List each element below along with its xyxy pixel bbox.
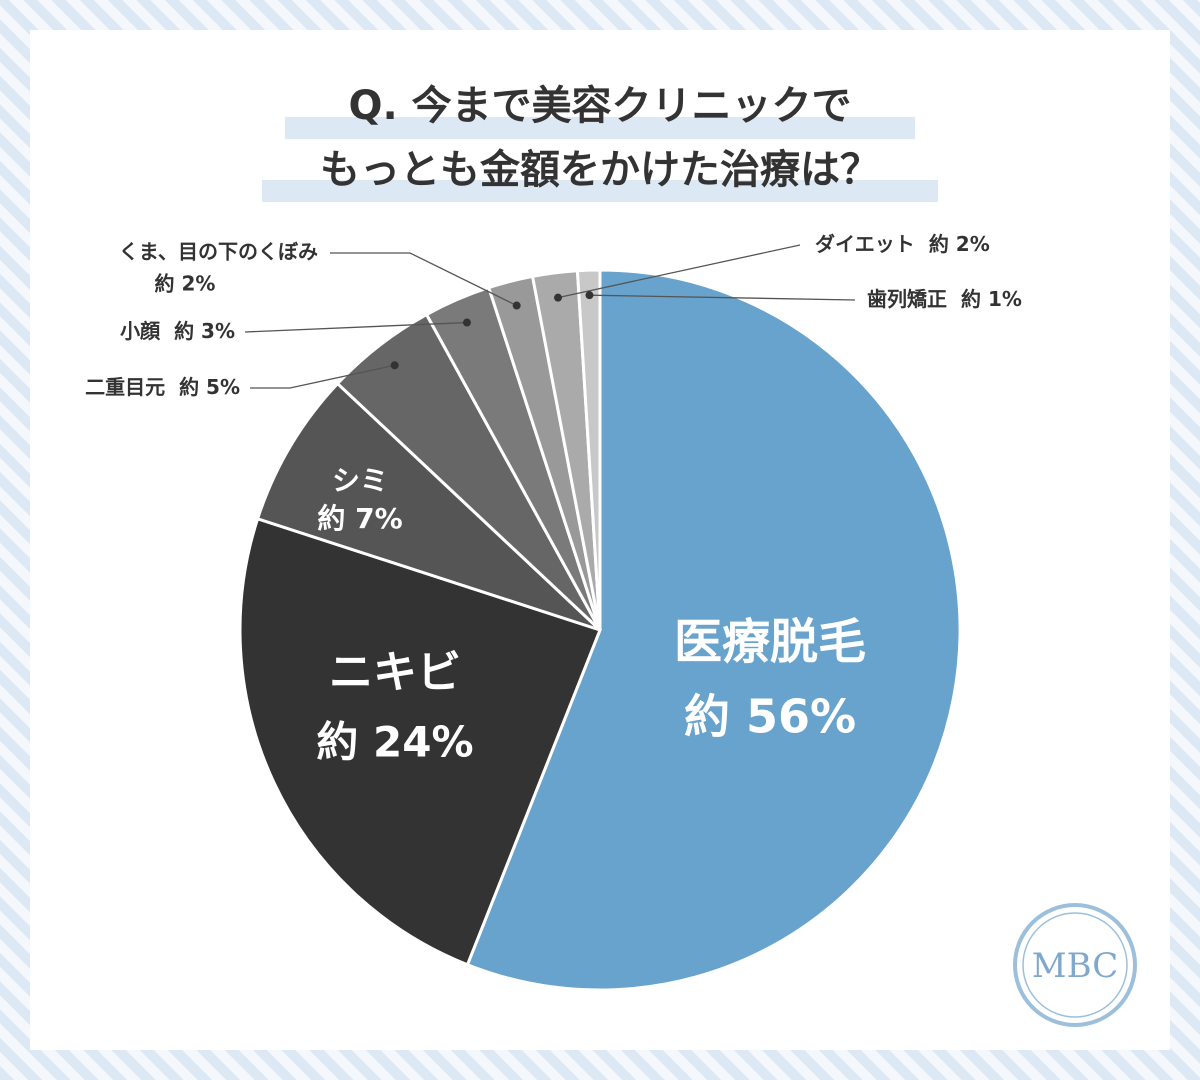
logo-text: MBC [1032, 946, 1118, 986]
slice-label: シミ [332, 464, 388, 497]
chart-title: もっとも金額をかけた治療は？ [320, 147, 880, 193]
leader-line [557, 244, 801, 299]
chart-title: Q. 今まで美容クリニックで [348, 83, 851, 129]
pie-slice [575, 268, 602, 631]
category-label: 歯列矯正 [867, 287, 947, 311]
slice-label: 医療脱毛 [674, 614, 866, 670]
leader-line [589, 294, 856, 301]
value-label: 約 3% [174, 319, 235, 343]
leader-dot [512, 301, 521, 310]
leader-dot [554, 293, 563, 302]
slice-label: ダイエット約 2% [815, 232, 990, 256]
value-label: 約 24% [316, 718, 473, 767]
category-label: 小顔 [120, 319, 161, 343]
value-label: 約 2% [929, 232, 990, 256]
leader-line [250, 364, 395, 389]
leader-dot [390, 361, 399, 370]
slice-label: 歯列矯正約 1% [867, 287, 1022, 311]
title-highlight [262, 180, 938, 202]
logo-badge [1013, 903, 1137, 1027]
category-label: 二重目元 [85, 375, 165, 399]
leader-dot [585, 291, 594, 300]
slice-label: くま、目の下のくぼみ [119, 240, 318, 264]
value-label: 約 1% [961, 287, 1022, 311]
slice-label: ニキビ [329, 647, 461, 698]
value-label: 約 56% [684, 690, 856, 744]
leader-line [330, 252, 517, 307]
pie-slice [465, 268, 962, 992]
logo: MBC [1013, 903, 1137, 1027]
value-label: 約 5% [179, 375, 240, 399]
category-label: ダイエット [815, 232, 915, 256]
slice-label: 小顔約 3% [120, 319, 235, 343]
leader-dot [462, 318, 471, 327]
logo-ring [1022, 912, 1128, 1018]
slice-label: 二重目元約 5% [85, 375, 240, 399]
pie-slice [238, 516, 602, 967]
value-label: 約 7% [317, 502, 402, 535]
title-highlight [285, 117, 915, 139]
leader-line [244, 321, 467, 333]
pie-slice [255, 381, 602, 632]
value-label: 約 2% [155, 272, 216, 296]
